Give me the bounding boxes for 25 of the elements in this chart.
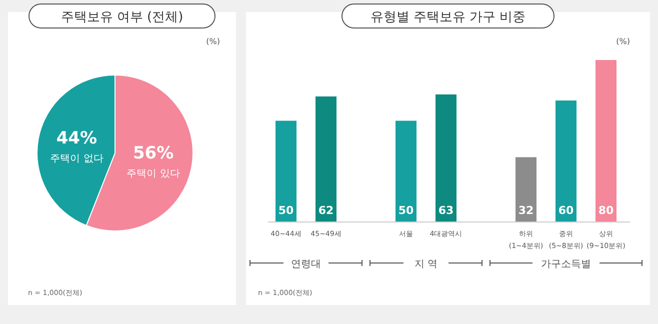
data-label: 50 — [398, 204, 414, 217]
data-label: 63 — [438, 204, 454, 217]
data-label: 44% — [56, 128, 98, 149]
bar — [316, 96, 336, 222]
chart-title: 주택보유 여부 (전체) — [60, 10, 184, 25]
slice-label: 주택이 없다 — [50, 154, 104, 165]
bar — [396, 120, 416, 222]
data-label: 56% — [132, 143, 174, 164]
data-label: 32 — [518, 204, 534, 217]
data-label: 50 — [278, 204, 294, 217]
text: (%) — [616, 37, 630, 46]
bar — [436, 94, 456, 222]
bar — [516, 157, 536, 222]
chart-title: 유형별 주택보유 가구 비중 — [370, 10, 526, 25]
data-label: 80 — [598, 204, 614, 217]
text: (%) — [206, 37, 220, 46]
bar — [556, 100, 576, 222]
slice-label: 주택이 있다 — [126, 168, 180, 180]
text: 가구소득별 — [541, 259, 591, 270]
data-label: 60 — [558, 204, 574, 217]
bar — [596, 60, 616, 222]
bar — [276, 120, 296, 222]
text: 연령대 — [291, 259, 321, 270]
data-label: 62 — [318, 204, 334, 217]
text: 지 역 — [414, 259, 438, 270]
